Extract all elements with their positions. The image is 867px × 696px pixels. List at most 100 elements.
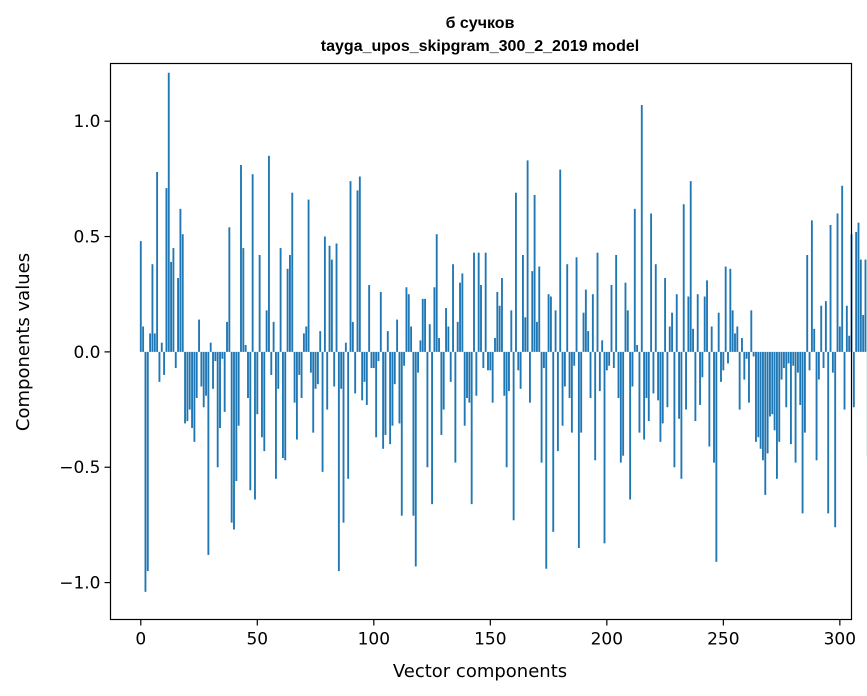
bar-267 [762, 351, 764, 461]
bar-136 [456, 321, 459, 352]
bar-111 [398, 351, 401, 424]
bars-group [139, 72, 867, 592]
bar-249 [720, 351, 722, 382]
bar-66 [293, 351, 296, 403]
bar-194 [591, 294, 594, 352]
bar-218 [647, 351, 650, 422]
bar-233 [682, 204, 685, 352]
chart-subtitle: tayga_upos_skipgram_300_2_2019 model [321, 38, 639, 55]
bar-94 [358, 176, 361, 352]
bar-238 [694, 351, 697, 422]
bar-170 [535, 321, 538, 352]
bar-9 [160, 342, 163, 352]
bar-223 [659, 351, 662, 442]
bar-225 [664, 278, 667, 352]
bar-7 [156, 171, 159, 352]
bar-183 [566, 264, 569, 352]
bar-67 [295, 351, 298, 440]
bar-71 [305, 326, 308, 352]
bar-135 [454, 351, 457, 463]
bar-140 [466, 351, 468, 399]
bar-119 [417, 351, 420, 373]
bar-287 [808, 351, 811, 371]
bar-172 [540, 351, 543, 463]
bar-146 [480, 284, 482, 352]
bar-292 [820, 305, 823, 352]
bar-195 [594, 351, 597, 461]
bar-241 [701, 351, 704, 378]
bar-311 [864, 259, 867, 352]
bar-61 [282, 351, 284, 459]
y-tick-label: 0.0 [73, 343, 100, 363]
bar-252 [727, 351, 729, 364]
bar-91 [351, 321, 354, 352]
bar-187 [575, 257, 578, 352]
bar-203 [612, 351, 615, 369]
bar-176 [549, 296, 552, 352]
bar-193 [589, 351, 592, 399]
bar-213 [636, 344, 639, 352]
bar-19 [184, 351, 186, 424]
bar-93 [356, 190, 359, 352]
bar-95 [361, 351, 364, 401]
bar-281 [794, 351, 797, 463]
bar-179 [556, 351, 559, 452]
bar-301 [841, 185, 844, 352]
bar-242 [703, 296, 706, 352]
bar-68 [298, 351, 301, 375]
bar-83 [333, 351, 336, 387]
bar-88 [344, 342, 347, 352]
bar-178 [554, 310, 557, 352]
bar-81 [328, 245, 331, 352]
bar-78 [321, 351, 324, 472]
bar-55 [268, 155, 270, 352]
bar-106 [386, 331, 389, 352]
bar-30 [209, 342, 212, 352]
bar-16 [177, 278, 180, 352]
x-tick-label: 0 [135, 630, 146, 650]
bar-180 [559, 169, 562, 352]
bar-160 [512, 351, 515, 521]
bar-184 [568, 351, 571, 399]
bar-60 [279, 248, 282, 352]
bar-150 [489, 351, 492, 371]
bar-97 [365, 351, 368, 405]
x-tick-label: 300 [824, 630, 856, 650]
bar-157 [505, 351, 508, 468]
bar-17 [179, 208, 182, 352]
bar-40 [233, 351, 235, 530]
bar-15 [174, 351, 177, 369]
bar-98 [368, 284, 371, 352]
bar-82 [330, 259, 333, 352]
bar-168 [531, 271, 534, 352]
x-axis-label: Vector components [393, 661, 567, 682]
bar-298 [834, 351, 837, 528]
bar-228 [671, 312, 674, 352]
bar-250 [722, 351, 725, 371]
y-tick-label: −1.0 [59, 574, 100, 594]
bar-282 [796, 351, 799, 373]
bar-265 [757, 351, 760, 438]
bar-162 [517, 351, 520, 371]
bar-139 [463, 351, 466, 426]
bar-192 [587, 331, 590, 352]
bar-33 [216, 351, 219, 468]
bar-86 [340, 351, 343, 389]
bar-62 [284, 351, 287, 461]
bar-256 [736, 326, 739, 352]
bar-215 [640, 105, 643, 352]
bar-127 [435, 234, 438, 352]
bar-279 [789, 351, 792, 445]
bar-22 [191, 351, 193, 429]
y-tick-label: 1.0 [73, 112, 100, 132]
bar-109 [393, 351, 396, 385]
bar-254 [731, 310, 734, 352]
bar-294 [824, 301, 827, 352]
bar-156 [503, 351, 506, 396]
bar-128 [438, 338, 440, 352]
bar-266 [759, 351, 762, 449]
bar-44 [242, 248, 245, 352]
bar-219 [650, 213, 653, 352]
bar-6 [153, 333, 156, 352]
